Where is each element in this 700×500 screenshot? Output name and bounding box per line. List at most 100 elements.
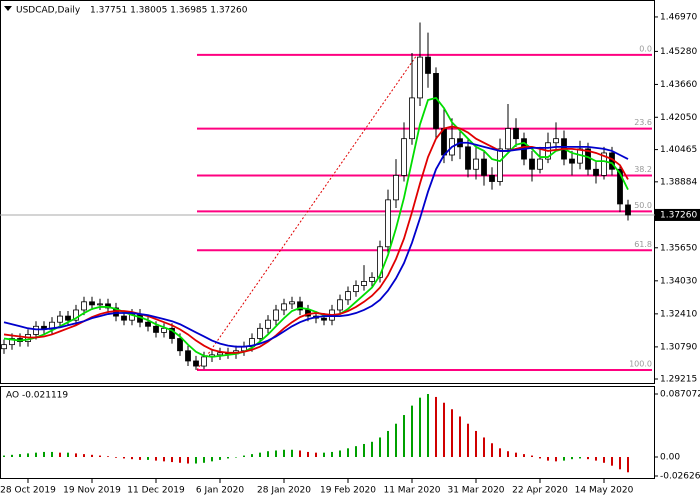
x-tick-label: 28 Oct 2019 bbox=[0, 486, 56, 496]
x-tick-label: 11 Dec 2019 bbox=[127, 486, 185, 496]
ao-bar bbox=[27, 453, 29, 458]
fib-level-label: 50.0 bbox=[634, 201, 652, 210]
candle-body bbox=[417, 56, 423, 99]
candle-body bbox=[601, 152, 607, 176]
ao-bar bbox=[299, 450, 301, 458]
ao-bar bbox=[419, 397, 421, 458]
ao-bar bbox=[99, 455, 101, 458]
ao-bar bbox=[603, 457, 605, 463]
current-price-label: 1.37260 bbox=[660, 210, 697, 220]
ao-bar bbox=[3, 455, 5, 458]
ao-bar bbox=[307, 451, 309, 458]
ao-bar bbox=[315, 452, 317, 458]
candle-body bbox=[553, 138, 559, 144]
x-tick-label: 19 Nov 2019 bbox=[63, 486, 121, 496]
candle-body bbox=[569, 158, 575, 164]
price-panel-frame bbox=[0, 0, 655, 384]
ao-bar bbox=[211, 457, 213, 462]
ao-bar bbox=[427, 394, 429, 458]
candle-body bbox=[33, 325, 39, 335]
ao-bar bbox=[123, 457, 125, 459]
ao-bar bbox=[611, 457, 613, 466]
candle-body bbox=[513, 128, 519, 140]
candle-body bbox=[505, 128, 511, 150]
candle-body bbox=[201, 356, 207, 367]
x-tick-label: 6 Jan 2020 bbox=[196, 486, 244, 496]
ao-panel-frame bbox=[0, 386, 655, 479]
candle-body bbox=[289, 301, 295, 305]
ao-bar bbox=[499, 448, 501, 458]
candle-body bbox=[129, 313, 135, 321]
ao-bar bbox=[203, 457, 205, 463]
candle-body bbox=[153, 325, 159, 333]
ao-bar bbox=[459, 416, 461, 458]
candle-body bbox=[145, 321, 151, 327]
ao-bar bbox=[227, 457, 229, 459]
fib-level-label: 38.2 bbox=[634, 165, 652, 174]
y-tick-label: 0.087072 bbox=[660, 390, 700, 400]
candle-body bbox=[273, 309, 279, 321]
x-tick-label: 14 May 2020 bbox=[575, 486, 634, 496]
ao-bar bbox=[435, 396, 437, 458]
candle-body bbox=[473, 158, 479, 170]
candle-body bbox=[1, 344, 7, 350]
ao-bar bbox=[379, 437, 381, 458]
ao-bar bbox=[571, 457, 573, 460]
y-tick-label: 1.43660 bbox=[660, 80, 697, 90]
y-tick-label: 1.30790 bbox=[660, 342, 697, 352]
ao-bar bbox=[267, 451, 269, 458]
candle-body bbox=[481, 158, 487, 176]
ao-bar bbox=[483, 437, 485, 458]
candle-body bbox=[529, 158, 535, 170]
ao-bar bbox=[11, 454, 13, 458]
candle-body bbox=[121, 315, 127, 321]
ao-bar bbox=[627, 457, 629, 473]
y-tick-label: 1.45280 bbox=[660, 47, 697, 57]
x-tick-label: 22 Apr 2020 bbox=[512, 486, 568, 496]
candle-body bbox=[465, 146, 471, 170]
candle-body bbox=[425, 56, 431, 74]
ao-bar bbox=[107, 456, 109, 458]
ao-bar bbox=[139, 457, 141, 460]
candle-body bbox=[497, 148, 503, 182]
ao-bar bbox=[507, 451, 509, 458]
ao-bar bbox=[579, 457, 581, 459]
candle-body bbox=[345, 291, 351, 301]
candle-body bbox=[409, 97, 415, 140]
ao-bar bbox=[195, 457, 197, 464]
ao-bar bbox=[451, 409, 453, 458]
x-tick-label: 31 Mar 2020 bbox=[447, 486, 504, 496]
candle-body bbox=[297, 301, 303, 311]
candle-body bbox=[321, 317, 327, 321]
ao-bar bbox=[235, 457, 237, 458]
candle-body bbox=[593, 168, 599, 176]
y-tick-label: 1.38884 bbox=[660, 177, 697, 187]
ao-bar bbox=[259, 452, 261, 458]
candle-body bbox=[377, 246, 383, 278]
ao-bar bbox=[395, 423, 397, 458]
ao-bar bbox=[339, 450, 341, 458]
ao-bar bbox=[547, 457, 549, 461]
moving-average-line bbox=[3, 96, 629, 358]
ao-bar bbox=[467, 423, 469, 458]
ao-bar bbox=[595, 457, 597, 461]
candle-body bbox=[81, 301, 87, 311]
candle-body bbox=[617, 168, 623, 205]
candle-body bbox=[97, 303, 103, 306]
candle-body bbox=[393, 174, 399, 201]
candle-body bbox=[185, 350, 191, 362]
candle-body bbox=[169, 327, 175, 339]
menu-icon bbox=[4, 6, 12, 11]
candle-body bbox=[73, 309, 79, 321]
ao-bar bbox=[619, 457, 621, 470]
ao-bar bbox=[443, 402, 445, 458]
ao-bar bbox=[147, 457, 149, 460]
ao-bar bbox=[347, 448, 349, 458]
ao-title: AO -0.021119 bbox=[6, 391, 68, 401]
ao-bar bbox=[243, 455, 245, 458]
ao-bar bbox=[491, 443, 493, 458]
ao-bar bbox=[35, 452, 37, 458]
ao-bar bbox=[563, 457, 565, 461]
y-tick-label: 1.40465 bbox=[660, 145, 697, 155]
